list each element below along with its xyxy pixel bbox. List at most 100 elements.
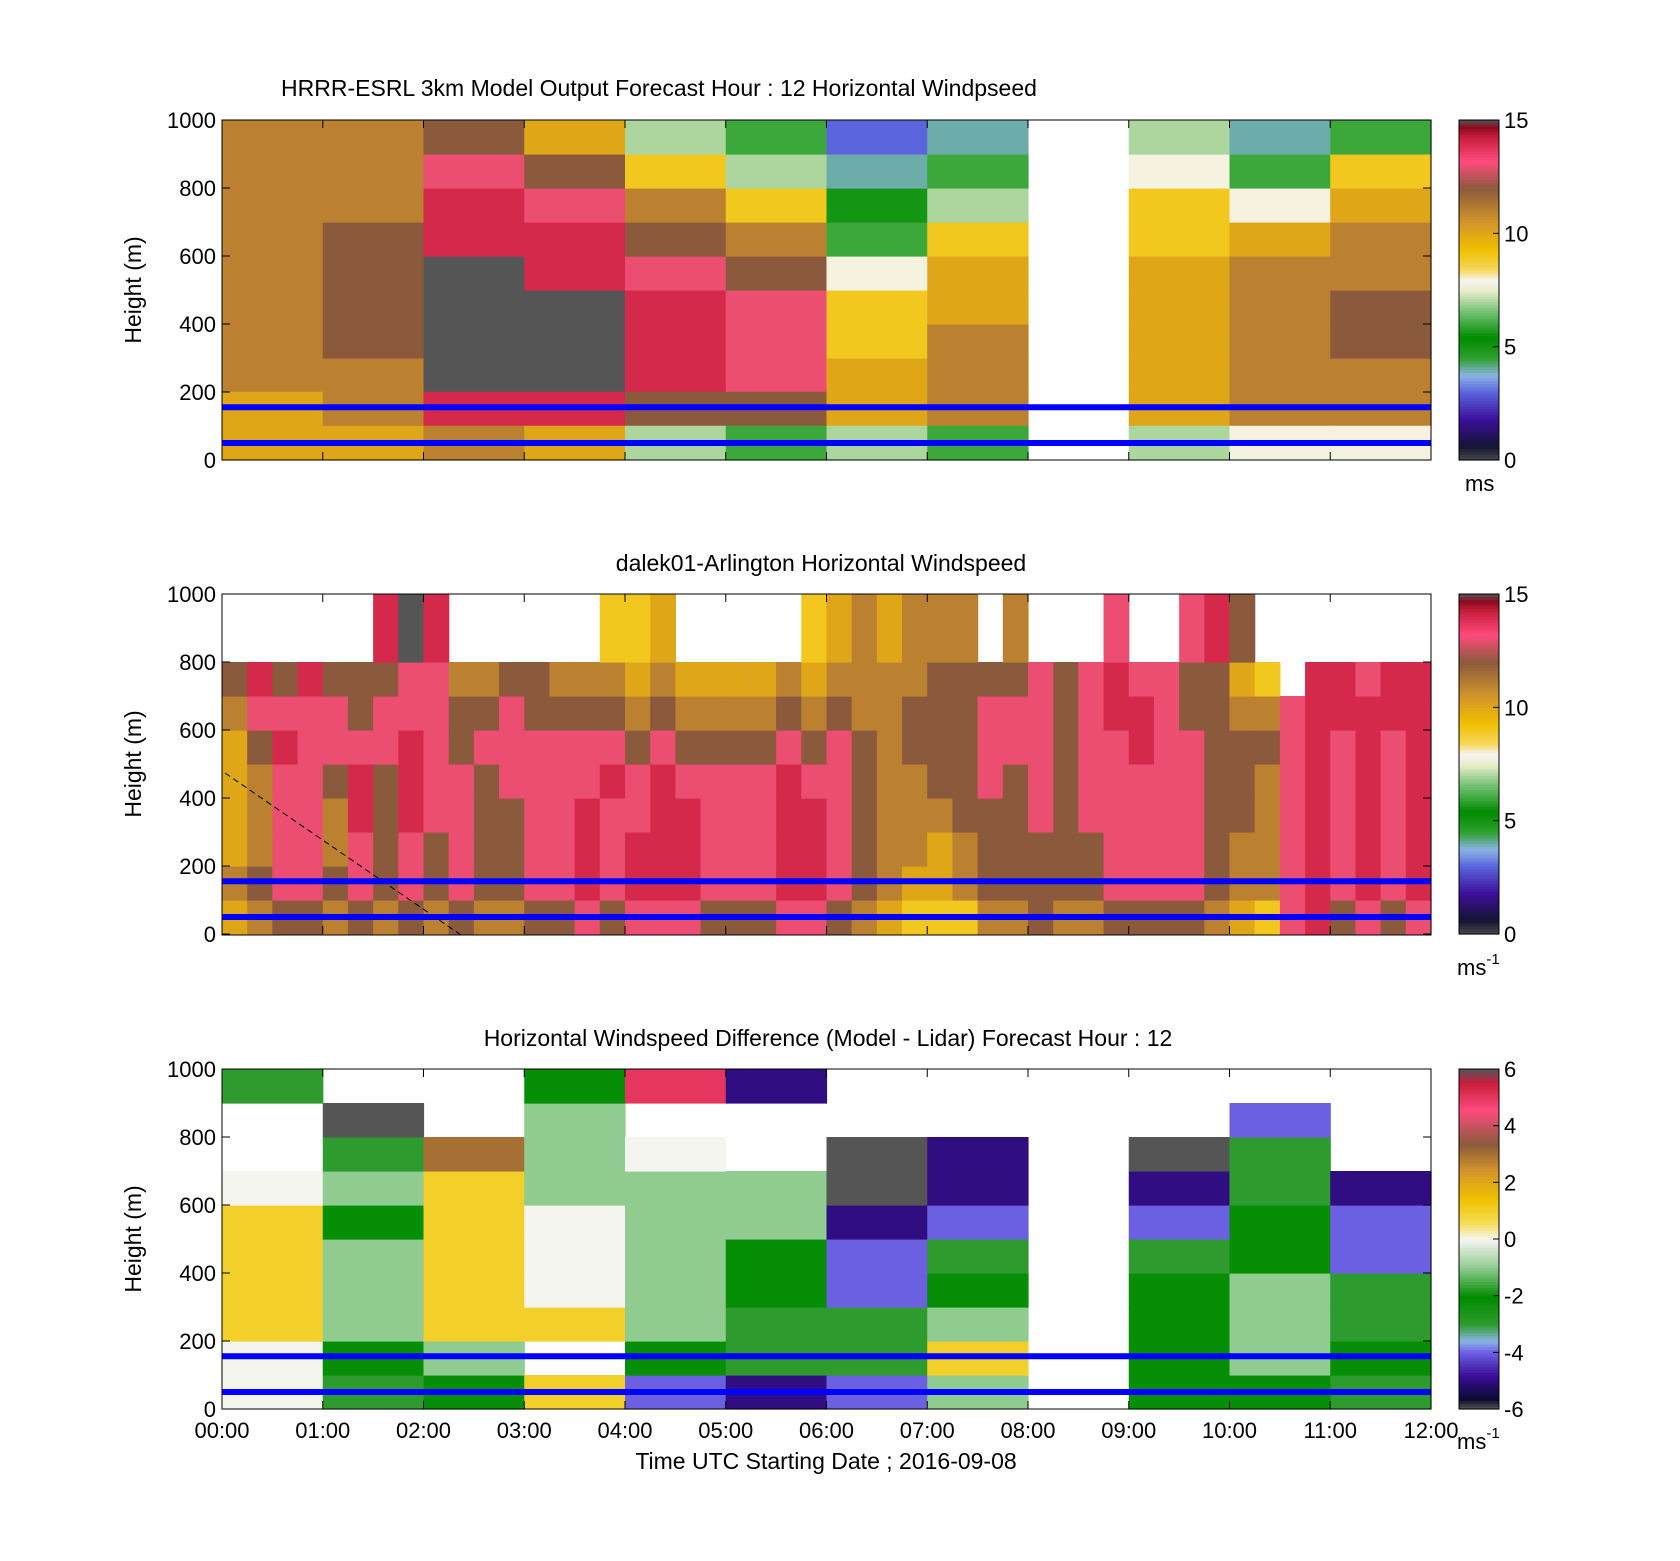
heatmap-cell <box>423 358 525 392</box>
heatmap-cell <box>1279 832 1306 867</box>
heatmap-cell <box>952 798 979 833</box>
heatmap-cell <box>297 764 324 799</box>
heatmap-cell <box>247 730 273 765</box>
reference-lines <box>222 878 1431 920</box>
heatmap-cell <box>1002 798 1029 833</box>
heatmap-cell <box>801 696 828 731</box>
heatmap-cell <box>448 662 475 697</box>
colorbar-segment <box>1459 1219 1499 1223</box>
heatmap-cell <box>322 1307 425 1342</box>
colorbar-segment <box>1459 1182 1499 1186</box>
heatmap-cell <box>1103 662 1130 697</box>
heatmap-cell <box>625 324 727 359</box>
heatmap-cell <box>927 1273 1029 1308</box>
colorbar-segment <box>1459 1207 1499 1212</box>
heatmap-cell <box>347 730 374 765</box>
colorbar-segment <box>1459 426 1499 430</box>
colorbar-segment <box>1459 134 1499 138</box>
heatmap-cell <box>322 1239 425 1274</box>
colorbar-segment <box>1459 193 1499 198</box>
colorbar-segment <box>1459 241 1499 246</box>
heatmap-cell <box>524 764 551 799</box>
heatmap-cell <box>222 1273 324 1308</box>
y-tick-label: 200 <box>179 380 216 405</box>
heatmap-cell <box>1229 1239 1331 1274</box>
heatmap-cell <box>776 662 802 697</box>
heatmap-cell <box>1078 696 1105 731</box>
colorbar-segment <box>1459 205 1499 209</box>
heatmap-cell <box>599 594 626 663</box>
heatmap-cell <box>549 798 576 833</box>
heatmap-cell <box>1254 696 1281 731</box>
heatmap-cell <box>423 120 525 155</box>
heatmap-cell <box>448 764 475 799</box>
heatmap-cell <box>776 832 802 867</box>
heatmap-cell <box>222 764 248 799</box>
heatmap-cell <box>1330 662 1357 697</box>
heatmap-cell <box>1330 764 1357 799</box>
colorbar-segment <box>1459 877 1499 881</box>
colorbar-segment <box>1459 1372 1499 1376</box>
heatmap-cell <box>423 1307 525 1342</box>
colorbar: 0 5 10 15 <box>1458 582 1528 947</box>
heatmap-cell <box>650 730 676 765</box>
colorbar-segment <box>1459 1173 1499 1178</box>
colorbar-segment <box>1459 445 1499 450</box>
heatmap-cell <box>222 798 248 833</box>
heatmap-cell <box>725 188 828 223</box>
colorbar-tick-label: 15 <box>1504 582 1528 607</box>
colorbar-segment <box>1459 826 1499 830</box>
colorbar-segment <box>1459 1307 1499 1311</box>
colorbar-segment <box>1459 256 1499 260</box>
colorbar-segment <box>1459 854 1499 859</box>
colorbar-segment <box>1459 749 1499 754</box>
heatmap-cell <box>1330 154 1432 189</box>
colorbar-segment <box>1459 406 1499 410</box>
colorbar-segment <box>1459 1253 1499 1257</box>
heatmap-cell <box>222 222 324 257</box>
heatmap-cell <box>599 662 626 697</box>
heatmap-cell <box>650 798 676 833</box>
colorbar-segment <box>1459 868 1499 873</box>
colorbar-segment <box>1459 1278 1499 1283</box>
colorbar-segment <box>1459 165 1499 169</box>
colorbar-unit-exponent: -1 <box>1486 951 1499 968</box>
heatmap-cell <box>902 832 928 867</box>
heatmap-cell <box>1355 696 1382 731</box>
colorbar-segment <box>1459 809 1499 813</box>
colorbar-segment <box>1459 236 1499 240</box>
heatmap-cell <box>247 696 273 731</box>
colorbar-segment <box>1459 1312 1499 1317</box>
colorbar-segment <box>1459 1239 1499 1243</box>
colorbar-segment <box>1459 383 1499 387</box>
heatmap-cell <box>1078 730 1105 765</box>
heatmap-cell <box>272 764 299 799</box>
colorbar-segment <box>1459 670 1499 674</box>
heatmap-cell <box>1179 594 1205 663</box>
heatmap-cell <box>272 696 299 731</box>
colorbar-segment <box>1459 156 1499 161</box>
colorbar-segment <box>1459 744 1499 748</box>
colorbar-segment <box>1459 1346 1499 1351</box>
colorbar-segment <box>1459 758 1499 762</box>
colorbar-segment <box>1459 258 1499 263</box>
heatmap-cell <box>1229 1205 1331 1240</box>
colorbar-segment <box>1459 324 1499 328</box>
heatmap-cell <box>222 1171 324 1206</box>
heatmap-cell <box>599 798 626 833</box>
colorbar-segment <box>1459 1261 1499 1266</box>
panel-title: Horizontal Windspeed Difference (Model -… <box>484 1025 1173 1051</box>
heatmap-cell <box>952 594 979 663</box>
heatmap-cell <box>272 832 299 867</box>
colorbar-segment <box>1459 199 1499 203</box>
colorbar-segment <box>1459 730 1499 734</box>
heatmap-cell <box>1078 662 1105 697</box>
colorbar-segment <box>1459 360 1499 365</box>
colorbar-segment <box>1459 1114 1499 1118</box>
heatmap-cell <box>1028 832 1054 867</box>
colorbar-segment <box>1459 369 1499 373</box>
colorbar-segment <box>1459 1324 1499 1328</box>
colorbar-segment <box>1459 1233 1499 1237</box>
heatmap-cell <box>1002 832 1029 867</box>
colorbar-unit: ms <box>1465 471 1494 496</box>
